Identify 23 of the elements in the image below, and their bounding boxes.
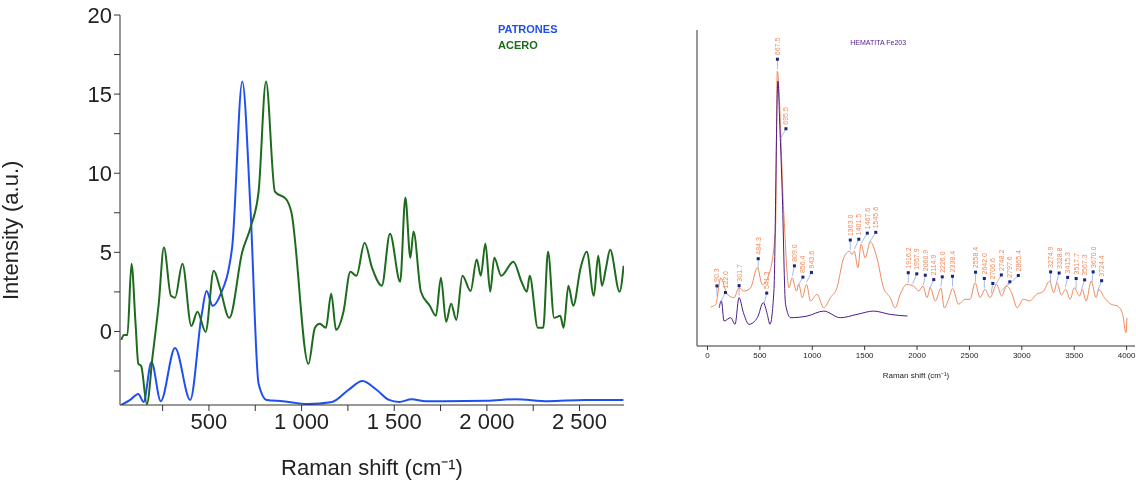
y-tick-label: 5 bbox=[99, 240, 112, 266]
x-tick-label: 2500 bbox=[960, 350, 979, 360]
x-tick-label: 1 000 bbox=[274, 408, 330, 434]
x-tick-label: 3500 bbox=[1065, 350, 1084, 360]
y-tick-label: 15 bbox=[87, 81, 112, 107]
x-tick-label: 1000 bbox=[803, 350, 822, 360]
y-tick-label: 10 bbox=[87, 161, 112, 187]
x-axis-title: Raman shift (cm⁻¹) bbox=[882, 371, 950, 380]
text: PATRONES bbox=[498, 22, 558, 37]
x-tick-label: 2000 bbox=[908, 350, 927, 360]
text: ACERO bbox=[498, 38, 539, 53]
y-tick-label: 20 bbox=[87, 2, 112, 28]
x-tick-label: 500 bbox=[190, 408, 228, 434]
x-axis-title: Raman shift (cm⁻¹) bbox=[281, 455, 463, 480]
x-tick-label: 3000 bbox=[1012, 350, 1032, 360]
x-tick-label: 2 000 bbox=[459, 408, 515, 434]
x-tick-label: 500 bbox=[753, 350, 768, 360]
x-tick-label: 4000 bbox=[1117, 350, 1136, 360]
x-tick-label: 0 bbox=[705, 350, 711, 360]
x-tick-label: 1500 bbox=[855, 350, 875, 360]
y-axis-title: Intensity (a.u.) bbox=[0, 160, 23, 300]
x-tick-label: 1 500 bbox=[366, 408, 422, 434]
x-tick-label: 2 500 bbox=[552, 408, 608, 434]
